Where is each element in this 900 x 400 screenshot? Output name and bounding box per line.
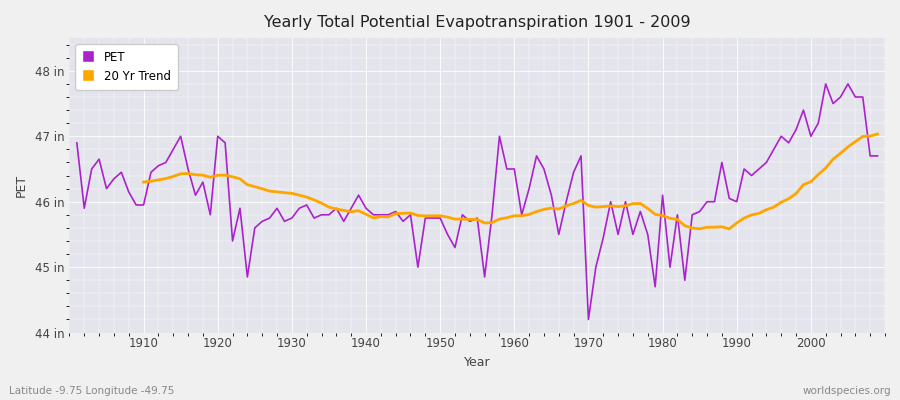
- Text: Latitude -9.75 Longitude -49.75: Latitude -9.75 Longitude -49.75: [9, 386, 175, 396]
- Title: Yearly Total Potential Evapotranspiration 1901 - 2009: Yearly Total Potential Evapotranspiratio…: [264, 15, 690, 30]
- Text: worldspecies.org: worldspecies.org: [803, 386, 891, 396]
- Legend: PET, 20 Yr Trend: PET, 20 Yr Trend: [76, 44, 177, 90]
- Y-axis label: PET: PET: [15, 174, 28, 197]
- X-axis label: Year: Year: [464, 356, 490, 369]
